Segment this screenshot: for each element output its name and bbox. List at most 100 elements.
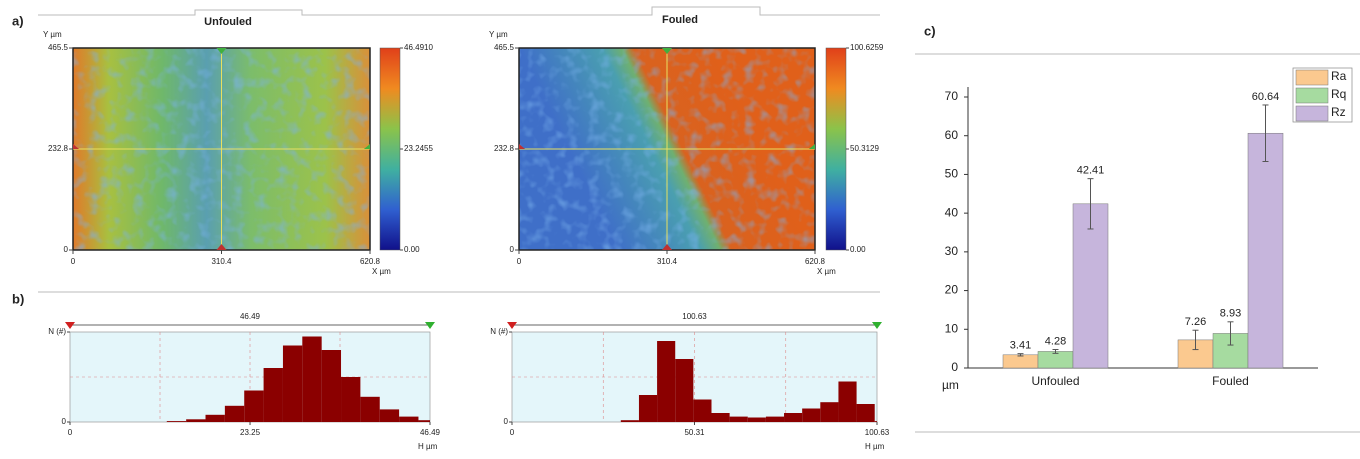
histogram-bar — [244, 390, 264, 422]
histogram-bar — [729, 416, 748, 422]
y-axis-label: µm — [942, 378, 959, 392]
legend-swatch — [1295, 69, 1329, 86]
y-tick-label: 0 — [510, 245, 515, 254]
y-tick-label: 0 — [64, 245, 69, 254]
histogram-bar — [263, 368, 283, 422]
x-tick-label: Unfouled — [1031, 374, 1079, 388]
cursor-marker — [662, 244, 672, 250]
histogram-bar — [321, 350, 342, 422]
value-label: 8.93 — [1220, 308, 1241, 320]
bar — [1002, 354, 1039, 369]
colorbar — [825, 47, 847, 251]
legend-swatch — [1295, 87, 1329, 104]
legend-label: Ra — [1331, 69, 1347, 83]
x-tick-label: 0 — [510, 428, 515, 437]
value-label: 4.28 — [1045, 335, 1066, 347]
value-label: 7.26 — [1185, 316, 1206, 328]
histogram-bar — [166, 421, 187, 422]
y-tick-label: 70 — [945, 89, 959, 103]
error-bar — [1262, 104, 1269, 162]
y-tick-label: 232.8 — [48, 144, 69, 153]
histogram-bar — [693, 399, 712, 422]
x-axis-label: H µm — [418, 442, 438, 451]
y-tick-label: 0 — [951, 360, 958, 374]
y-tick-label: 0 — [504, 417, 509, 426]
y-tick-label: 60 — [945, 128, 959, 142]
value-label: 60.64 — [1252, 91, 1280, 103]
y-tick-label: 40 — [945, 205, 959, 219]
histogram-bar — [820, 402, 839, 422]
histogram-bar — [638, 395, 658, 422]
legend-label: Rq — [1331, 87, 1346, 101]
panel-label: a) — [12, 13, 24, 28]
x-tick-label: 620.8 — [805, 257, 826, 266]
value-label: 3.41 — [1010, 340, 1031, 352]
histogram-bar — [657, 341, 676, 422]
histogram-bar — [784, 413, 803, 422]
y-tick-label: 232.8 — [494, 144, 515, 153]
cursor-marker — [216, 244, 227, 250]
x-axis-label: X µm — [372, 267, 391, 276]
error-bar — [1087, 178, 1094, 230]
range-marker — [507, 322, 517, 329]
histogram-bar — [360, 396, 380, 422]
x-tick-label: 0 — [517, 257, 522, 266]
histogram-bar — [838, 381, 857, 422]
colorbar-tick-label: 50.3129 — [850, 144, 879, 153]
bar — [1247, 132, 1284, 369]
histogram-bar — [224, 405, 245, 422]
histogram-bar — [747, 417, 766, 422]
histogram-bar — [620, 420, 639, 422]
x-tick-label: 620.8 — [360, 257, 381, 266]
range-marker — [425, 322, 435, 329]
cursor-marker — [73, 144, 79, 149]
bar — [1072, 203, 1109, 369]
histogram-bar — [856, 404, 875, 422]
range-label: 46.49 — [240, 312, 261, 321]
error-bar — [1052, 348, 1059, 354]
histogram-bar — [399, 416, 419, 422]
cursor-marker — [662, 48, 672, 54]
x-axis-label: X µm — [817, 267, 836, 276]
error-bar — [1192, 329, 1199, 351]
frame-lines — [38, 6, 1360, 433]
x-tick-label: 310.4 — [657, 257, 678, 266]
x-tick-label: 50.31 — [684, 428, 705, 437]
histogram-bar — [765, 416, 785, 422]
colorbar-tick-label: 46.4910 — [404, 43, 433, 52]
colorbar-tick-label: 100.6259 — [850, 43, 884, 52]
panel-label: b) — [12, 291, 24, 306]
x-axis-label: H µm — [865, 442, 885, 451]
y-tick-label: 465.5 — [494, 43, 515, 52]
colorbar-tick-label: 23.2455 — [404, 144, 433, 153]
colorbar — [379, 47, 401, 251]
x-tick-label: 46.49 — [420, 428, 441, 437]
y-axis-label: Y µm — [489, 30, 508, 39]
cursor-marker — [809, 144, 815, 149]
range-marker — [872, 322, 882, 329]
y-tick-label: N (#) — [490, 327, 508, 336]
y-tick-label: 20 — [945, 283, 959, 297]
x-tick-label: 100.63 — [865, 428, 890, 437]
histogram-bar — [186, 419, 206, 422]
map-title: Fouled — [662, 14, 698, 26]
y-tick-label: N (#) — [48, 327, 66, 336]
colorbar-tick-label: 0.00 — [404, 245, 420, 254]
error-bar — [1017, 353, 1024, 357]
range-marker — [65, 322, 75, 329]
histogram-bar — [341, 377, 361, 422]
error-bar — [1227, 321, 1234, 346]
histogram-bar — [379, 409, 400, 422]
legend-swatch — [1295, 105, 1329, 122]
x-tick-label: 310.4 — [211, 257, 232, 266]
y-tick-label: 30 — [945, 244, 959, 258]
histogram-bar — [802, 408, 821, 422]
y-tick-label: 10 — [945, 321, 959, 335]
x-tick-label: 0 — [68, 428, 73, 437]
panel-label: c) — [924, 23, 936, 38]
y-axis-label: Y µm — [43, 30, 62, 39]
colorbar-tick-label: 0.00 — [850, 245, 866, 254]
histogram-bar — [418, 420, 430, 422]
y-tick-label: 0 — [62, 417, 67, 426]
